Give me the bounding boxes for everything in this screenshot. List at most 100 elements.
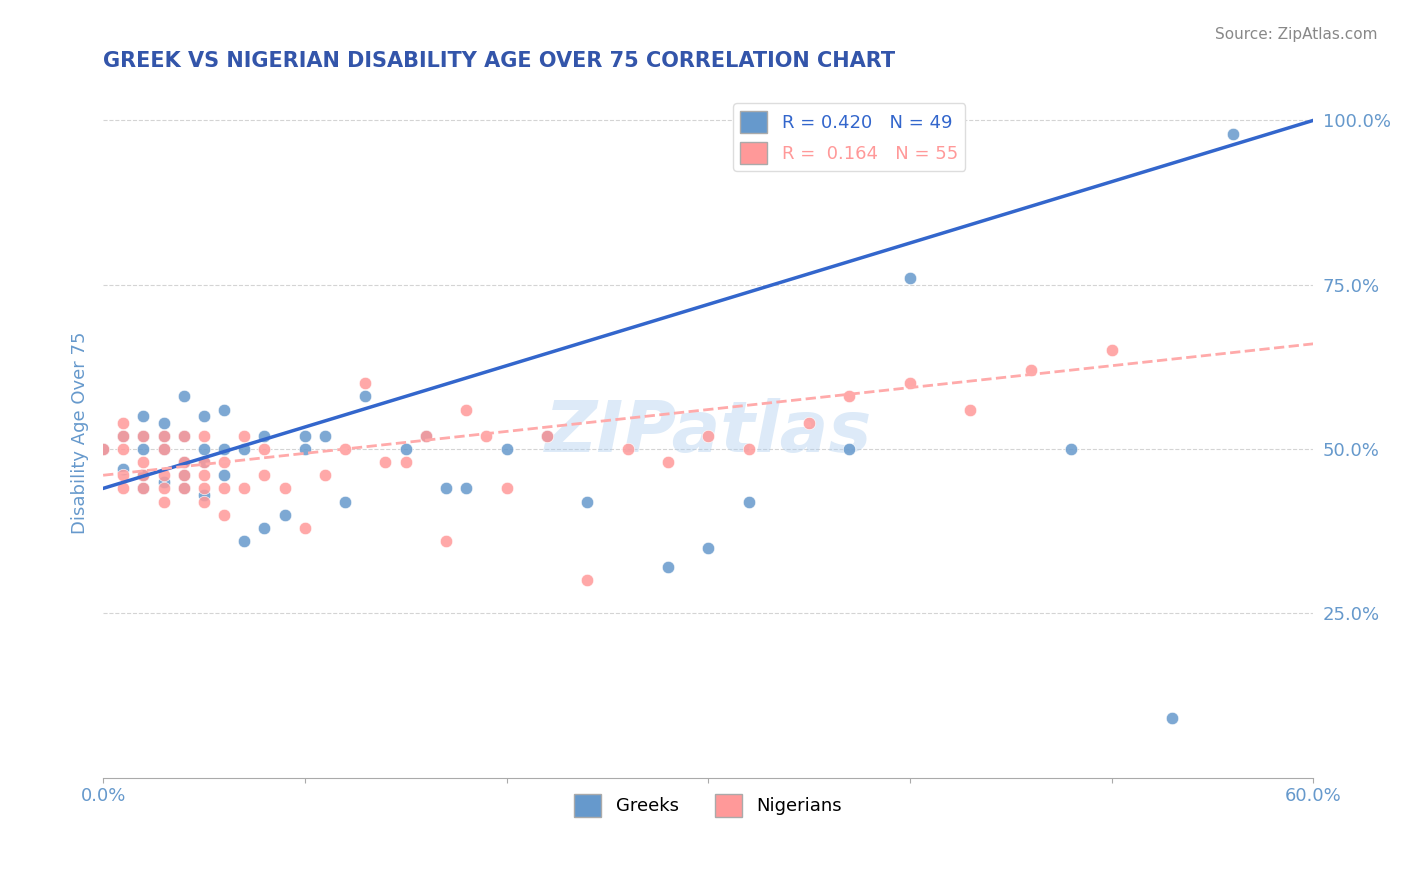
Point xyxy=(212,508,235,522)
Point xyxy=(152,429,174,443)
Point xyxy=(212,468,235,483)
Point xyxy=(294,521,316,535)
Point xyxy=(132,442,155,456)
Point xyxy=(212,402,235,417)
Point xyxy=(193,409,215,423)
Point xyxy=(314,429,336,443)
Point xyxy=(395,455,418,469)
Point xyxy=(132,409,155,423)
Point xyxy=(193,488,215,502)
Point xyxy=(152,442,174,456)
Legend: Greeks, Nigerians: Greeks, Nigerians xyxy=(567,788,849,823)
Point xyxy=(737,442,759,456)
Point xyxy=(132,482,155,496)
Point xyxy=(838,442,860,456)
Point xyxy=(193,468,215,483)
Text: GREEK VS NIGERIAN DISABILITY AGE OVER 75 CORRELATION CHART: GREEK VS NIGERIAN DISABILITY AGE OVER 75… xyxy=(103,51,896,70)
Point xyxy=(173,468,195,483)
Point xyxy=(233,442,256,456)
Point xyxy=(132,429,155,443)
Point xyxy=(152,442,174,456)
Point xyxy=(193,429,215,443)
Point xyxy=(314,468,336,483)
Point xyxy=(152,416,174,430)
Point xyxy=(152,468,174,483)
Point xyxy=(475,429,498,443)
Point xyxy=(495,442,517,456)
Point xyxy=(616,442,638,456)
Y-axis label: Disability Age Over 75: Disability Age Over 75 xyxy=(72,331,89,533)
Point xyxy=(395,442,418,456)
Point xyxy=(233,533,256,548)
Text: ZIPatlas: ZIPatlas xyxy=(544,398,872,467)
Point xyxy=(253,468,276,483)
Point xyxy=(576,574,599,588)
Point xyxy=(273,482,295,496)
Point xyxy=(434,482,457,496)
Point xyxy=(456,402,478,417)
Point xyxy=(536,429,558,443)
Point xyxy=(333,494,356,508)
Point xyxy=(193,455,215,469)
Point xyxy=(152,429,174,443)
Point xyxy=(253,429,276,443)
Point xyxy=(91,442,114,456)
Point xyxy=(1060,442,1083,456)
Text: Source: ZipAtlas.com: Source: ZipAtlas.com xyxy=(1215,27,1378,42)
Point xyxy=(112,482,135,496)
Point xyxy=(253,521,276,535)
Point xyxy=(797,416,820,430)
Point xyxy=(838,389,860,403)
Point xyxy=(132,482,155,496)
Point xyxy=(132,468,155,483)
Point xyxy=(193,494,215,508)
Point xyxy=(333,442,356,456)
Point xyxy=(233,429,256,443)
Point xyxy=(112,442,135,456)
Point xyxy=(152,475,174,489)
Point xyxy=(434,533,457,548)
Point xyxy=(374,455,396,469)
Point xyxy=(959,402,981,417)
Point xyxy=(212,455,235,469)
Point xyxy=(737,494,759,508)
Point xyxy=(657,455,679,469)
Point xyxy=(1101,343,1123,358)
Point xyxy=(1019,363,1042,377)
Point xyxy=(273,508,295,522)
Point xyxy=(212,482,235,496)
Point xyxy=(132,429,155,443)
Point xyxy=(1161,711,1184,725)
Point xyxy=(253,442,276,456)
Point xyxy=(173,429,195,443)
Point xyxy=(354,376,377,391)
Point xyxy=(898,271,921,285)
Point xyxy=(112,416,135,430)
Point xyxy=(697,541,720,555)
Point xyxy=(576,494,599,508)
Point xyxy=(456,482,478,496)
Point xyxy=(173,455,195,469)
Point xyxy=(233,482,256,496)
Point xyxy=(415,429,437,443)
Point xyxy=(495,482,517,496)
Point xyxy=(193,482,215,496)
Point xyxy=(294,442,316,456)
Point xyxy=(132,468,155,483)
Point xyxy=(173,389,195,403)
Point xyxy=(91,442,114,456)
Point xyxy=(657,560,679,574)
Point xyxy=(112,429,135,443)
Point xyxy=(697,429,720,443)
Point xyxy=(294,429,316,443)
Point xyxy=(112,461,135,475)
Point xyxy=(415,429,437,443)
Point xyxy=(898,376,921,391)
Point xyxy=(173,482,195,496)
Point xyxy=(173,482,195,496)
Point xyxy=(173,455,195,469)
Point xyxy=(212,442,235,456)
Point xyxy=(132,455,155,469)
Point xyxy=(193,455,215,469)
Point xyxy=(354,389,377,403)
